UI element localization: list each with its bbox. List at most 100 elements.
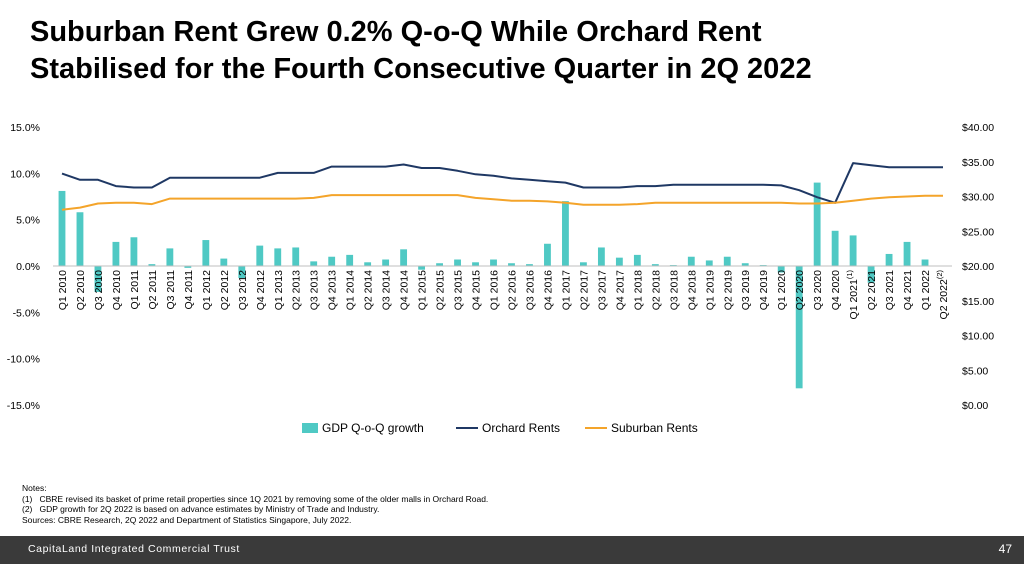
x-axis-tick: Q2 2012 — [219, 270, 231, 310]
x-axis-tick: Q4 2016 — [542, 270, 554, 310]
x-axis-tick: Q3 2011 — [165, 270, 177, 310]
x-axis-tick: Q2 2014 — [363, 270, 375, 310]
footer-company: CapitaLand Integrated Commercial Trust — [28, 543, 240, 555]
gdp-bar — [472, 262, 479, 266]
gdp-bar — [58, 190, 66, 266]
right-axis-tick: $10.00 — [962, 331, 994, 343]
gdp-bar — [184, 266, 192, 268]
notes-heading: Notes: — [22, 483, 47, 493]
x-axis-tick: Q1 2022 — [920, 270, 932, 310]
gdp-bar — [723, 256, 731, 266]
x-axis-tick: Q4 2011 — [183, 270, 195, 310]
legend-label: Orchard Rents — [482, 421, 560, 435]
x-axis-tick: Q1 2016 — [489, 270, 501, 310]
gdp-bar — [238, 266, 246, 279]
x-axis-tick: Q2 2021 — [866, 270, 878, 310]
legend-label: GDP Q-o-Q growth — [322, 421, 424, 435]
gdp-bar — [274, 248, 282, 266]
x-axis-tick: Q2 2015 — [435, 270, 447, 310]
gdp-bar — [579, 262, 587, 266]
x-axis-tick: Q1 2011 — [129, 270, 141, 310]
x-axis-tick: Q3 2018 — [668, 270, 680, 310]
right-axis-tick: $40.00 — [962, 122, 994, 134]
gdp-bar — [849, 235, 857, 266]
gdp-bar — [202, 240, 210, 266]
gdp-bar — [436, 263, 443, 266]
page-title: Suburban Rent Grew 0.2% Q-o-Q While Orch… — [30, 14, 1010, 88]
gdp-bar — [562, 201, 569, 266]
x-axis-tick: Q2 2010 — [75, 270, 87, 310]
gdp-bar — [777, 266, 785, 273]
x-axis-tick: Q2 2013 — [291, 270, 303, 310]
gdp-bar — [454, 259, 461, 266]
legend-swatch-gdp — [302, 423, 318, 433]
gdp-bar — [76, 212, 84, 266]
x-axis-tick: Q2 2016 — [506, 270, 518, 310]
gdp-bar — [615, 257, 623, 266]
x-axis-tick: Q4 2018 — [686, 270, 698, 310]
gdp-bar — [490, 259, 497, 266]
x-axis-tick: Q1 2014 — [345, 270, 357, 310]
x-axis-tick: Q1 2020 — [776, 270, 788, 310]
notes-block: Notes: (1) CBRE revised its basket of pr… — [22, 483, 488, 525]
note-2: (2) GDP growth for 2Q 2022 is based on a… — [22, 504, 380, 514]
x-axis-tick: Q3 2016 — [524, 270, 536, 310]
footer-bar: CapitaLand Integrated Commercial Trust 4… — [0, 536, 1024, 564]
gdp-bar — [903, 241, 911, 266]
gdp-bar — [508, 263, 515, 266]
gdp-bar — [328, 256, 336, 266]
x-axis-tick: Q4 2017 — [614, 270, 626, 310]
right-axis-tick: $5.00 — [962, 365, 988, 377]
gdp-bar — [364, 262, 372, 266]
suburban-rents-line — [61, 194, 943, 211]
gdp-bar — [885, 253, 893, 266]
x-axis-tick: Q2 2017 — [578, 270, 590, 310]
x-axis-tick: Q2 2018 — [650, 270, 662, 310]
gdp-bar — [795, 266, 803, 389]
x-axis-tick: Q1 2017 — [560, 270, 572, 310]
gdp-bar — [346, 254, 354, 266]
combo-chart: 15.0% 10.0% 5.0% 0.0% -5.0% -10.0% -15.0% $40.0… — [7, 122, 995, 435]
gdp-bar — [651, 264, 659, 266]
x-axis-tick: Q1 2018 — [632, 270, 644, 310]
title-line-1: Suburban Rent Grew 0.2% Q-o-Q While Orch… — [30, 16, 762, 48]
x-axis-tick: Q3 2014 — [381, 270, 393, 310]
x-axis-tick: Q1 2019 — [704, 270, 716, 310]
gdp-bar — [921, 259, 929, 266]
gdp-bar — [94, 266, 102, 292]
gdp-bar — [112, 241, 120, 266]
x-axis-tick: Q3 2021 — [884, 270, 896, 310]
right-axis-tick: $35.00 — [962, 157, 994, 169]
gdp-bar — [130, 237, 138, 266]
x-axis-tick: Q4 2019 — [758, 270, 770, 310]
page-number: 47 — [998, 542, 1012, 556]
x-axis-tick: Q1 2021(1) — [845, 270, 860, 320]
gdp-bar — [597, 247, 605, 266]
left-axis-tick: -10.0% — [7, 354, 40, 366]
x-axis-tick: Q2 2011 — [147, 270, 159, 310]
x-axis-tick: Q1 2015 — [417, 270, 429, 310]
x-axis-tick: Q3 2015 — [453, 270, 465, 310]
x-axis-tick: Q3 2012 — [237, 270, 249, 310]
x-axis-tick: Q2 2020 — [794, 270, 806, 310]
x-axis-tick: Q4 2010 — [111, 270, 123, 310]
left-axis-tick: -15.0% — [7, 400, 40, 412]
right-axis-tick: $30.00 — [962, 192, 994, 204]
gdp-bar — [544, 243, 551, 266]
gdp-bar — [148, 264, 156, 266]
right-axis-tick: $15.00 — [962, 296, 994, 308]
gdp-bar — [166, 248, 174, 266]
x-axis-tick-superscript: (2) — [935, 270, 944, 280]
sources-note: Sources: CBRE Research, 2Q 2022 and Depa… — [22, 514, 352, 525]
right-axis-tick: $25.00 — [962, 226, 994, 238]
legend-label: Suburban Rents — [611, 421, 698, 435]
x-axis-tick-superscript: (1) — [845, 270, 854, 280]
orchard-rents-line — [61, 162, 943, 204]
x-axis-tick: Q3 2013 — [309, 270, 321, 310]
gdp-bar — [382, 259, 390, 266]
gdp-bar — [310, 261, 318, 266]
gdp-bar — [292, 247, 300, 266]
x-axis-tick: Q4 2014 — [399, 270, 411, 310]
gdp-bar — [705, 260, 713, 266]
left-axis-tick: 5.0% — [16, 215, 40, 227]
